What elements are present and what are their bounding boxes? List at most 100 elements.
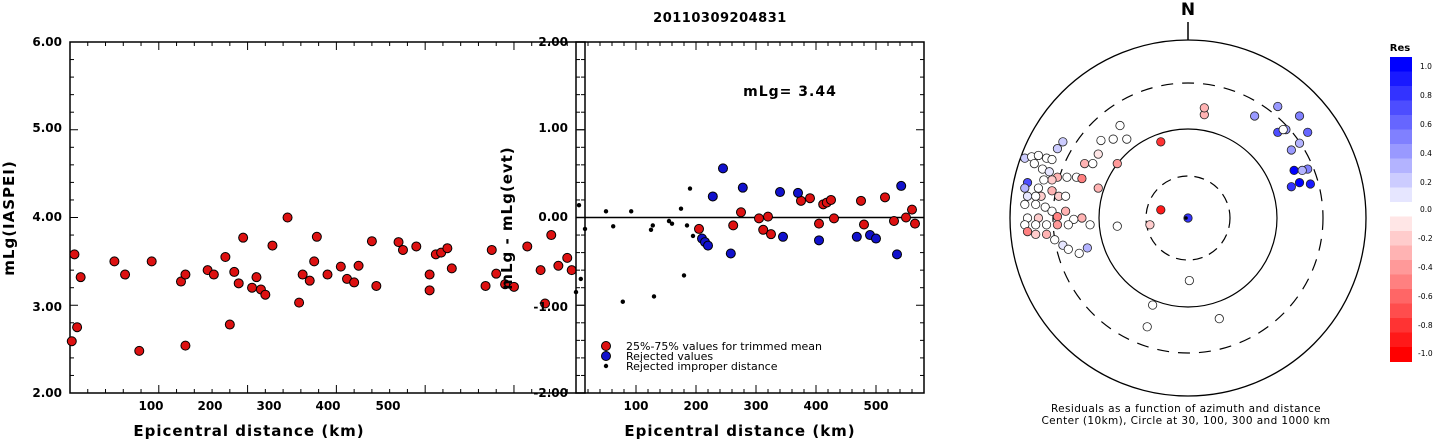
left-xtick-label: 400 [315, 399, 340, 413]
left-data-point [562, 252, 573, 263]
polar-data-point [1088, 159, 1098, 169]
mid-data-point-trimmed [856, 195, 866, 206]
colorbar-label: -0.2 [1418, 234, 1433, 243]
mid-xtick-label: 300 [743, 399, 768, 413]
colorbar-cell [1390, 57, 1412, 72]
polar-data-point [1142, 322, 1152, 332]
polar-data-point [1040, 202, 1050, 212]
polar-data-point [1022, 227, 1033, 237]
legend-label-rejected: Rejected values [626, 350, 713, 363]
polar-data-point [1115, 120, 1125, 131]
left-data-point [522, 241, 533, 252]
polar-data-point [1199, 103, 1209, 113]
mid-data-point-trimmed [907, 204, 917, 215]
polar-data-point [1022, 191, 1033, 201]
mid-data-point-trimmed [901, 212, 911, 223]
mid-data-point-rejected [793, 187, 803, 198]
left-ylabel: mLg(IASPEI) [0, 160, 18, 275]
polar-data-point [1096, 135, 1106, 146]
left-data-point [180, 340, 191, 351]
mid-data-point-rejected [703, 240, 713, 251]
ring-300km [1052, 82, 1324, 354]
polar-data-point [1020, 199, 1030, 209]
left-plot: 6.00 5.00 4.00 3.00 2.00 100 200 300 400… [0, 35, 586, 440]
mid-data-point-improper [573, 289, 579, 295]
colorbar-label: 0.2 [1420, 178, 1432, 187]
left-data-point [486, 244, 497, 255]
left-xtick-label: 500 [375, 399, 400, 413]
mid-legend: 25%-75% values for trimmed mean Rejected… [601, 340, 822, 373]
colorbar-label: -0.6 [1418, 292, 1433, 301]
mid-data-point-trimmed [889, 216, 899, 227]
polar-data-point [1214, 314, 1224, 324]
colorbar-cell [1390, 86, 1412, 101]
mid-data-point-improper [603, 209, 609, 214]
legend-marker-rejected [601, 351, 611, 361]
mid-data-point-rejected [896, 180, 907, 191]
polar-data-point [1085, 220, 1095, 230]
mid-data-point-rejected [871, 233, 881, 244]
left-data-point [229, 266, 240, 277]
mid-data-point-improper [684, 223, 690, 228]
mid-data-point-improper [669, 221, 675, 226]
polar-data-point [1294, 138, 1305, 148]
left-data-point [66, 336, 77, 347]
left-data-point [109, 256, 120, 267]
mid-data-point-improper [578, 276, 583, 282]
mid-data-point-trimmed [694, 223, 704, 234]
colorbar-label: 1.0 [1420, 62, 1432, 71]
polar-data-point [1058, 137, 1068, 147]
left-data-point [297, 269, 308, 280]
mid-points [573, 163, 920, 304]
mid-data-point-rejected [851, 231, 862, 242]
left-data-point [322, 269, 333, 280]
left-data-point [282, 212, 293, 223]
colorbar-cell [1390, 202, 1412, 217]
colorbar-cell [1390, 274, 1412, 290]
colorbar-cell [1390, 71, 1412, 87]
left-data-point [535, 265, 546, 276]
left-ytick-label: 5.00 [32, 121, 62, 135]
colorbar-cell [1390, 173, 1412, 188]
mid-data-point-improper [650, 223, 655, 228]
left-ytick-label: 3.00 [32, 300, 62, 314]
figure-title: 20110309204831 [653, 11, 787, 26]
left-xlabel: Epicentral distance (km) [133, 422, 364, 440]
polar-data-point [1294, 111, 1305, 121]
mid-data-point-rejected [775, 187, 785, 198]
polar-data-point [1156, 205, 1166, 215]
colorbar-label: 0.4 [1420, 149, 1432, 158]
mid-data-point-rejected [778, 231, 788, 242]
left-xtick-label: 300 [256, 399, 281, 413]
left-data-point [233, 278, 244, 289]
left-data-point [220, 251, 231, 262]
polar-data-point [1112, 159, 1122, 169]
mid-ytick-label: 1.00 [538, 121, 568, 135]
polar-data-point [1031, 229, 1041, 239]
mid-data-point-improper [681, 273, 687, 278]
mid-ytick-label: 2.00 [538, 35, 568, 49]
colorbar-cell [1390, 318, 1412, 333]
polar-data-point [1061, 191, 1071, 201]
left-data-point [393, 237, 404, 248]
mid-data-point-improper [666, 218, 672, 224]
colorbar-label: -0.8 [1418, 321, 1433, 330]
mid-data-point-trimmed [859, 219, 869, 230]
left-data-point [304, 275, 315, 286]
mid-ytick-label: 0.00 [538, 210, 568, 224]
left-x-ticks [69, 42, 586, 393]
mid-data-point-rejected [707, 191, 718, 202]
polar-plot: N Residuals as a function of azimuth and… [1009, 0, 1367, 427]
mid-xtick-label: 100 [623, 399, 648, 413]
left-data-point [491, 268, 502, 279]
colorbar-label: -0.4 [1418, 263, 1433, 272]
outer-circle [1009, 39, 1367, 397]
polar-data-point [1297, 165, 1307, 175]
left-data-point [75, 272, 86, 283]
left-data-point [335, 261, 346, 272]
polar-caption-2: Center (10km), Circle at 30, 100, 300 an… [1041, 415, 1330, 427]
mid-data-point-improper [582, 226, 588, 232]
left-data-point [72, 322, 83, 333]
left-data-point [424, 285, 435, 296]
